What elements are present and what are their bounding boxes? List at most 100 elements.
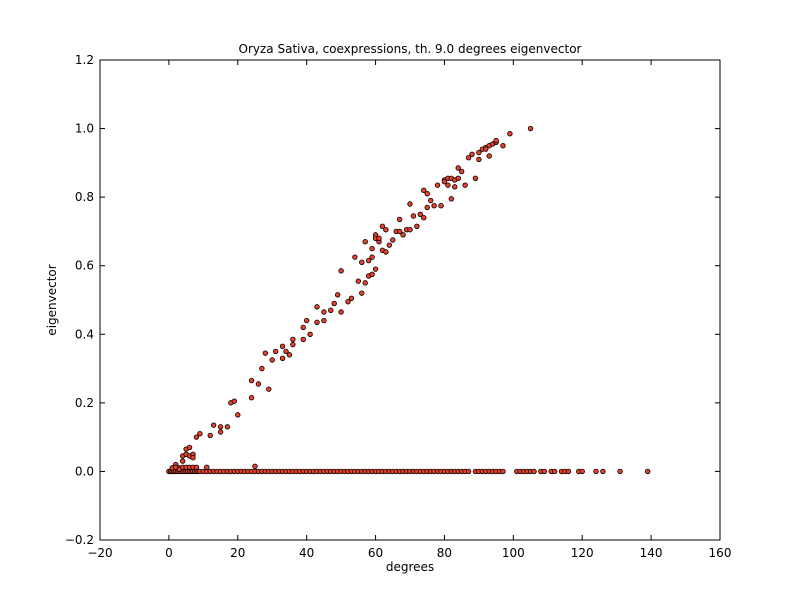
data-point — [448, 196, 455, 202]
x-tick-label: 60 — [368, 546, 383, 560]
data-point — [314, 304, 320, 310]
data-point — [186, 444, 193, 451]
x-axis-label: degrees — [386, 560, 434, 574]
data-point — [348, 295, 355, 301]
data-point — [424, 204, 430, 211]
data-point — [458, 168, 465, 175]
data-point — [231, 398, 238, 404]
data-point — [376, 235, 382, 241]
data-point — [210, 422, 217, 428]
data-point — [321, 309, 327, 315]
data-point — [410, 213, 417, 219]
data-point — [248, 395, 255, 401]
data-point — [455, 165, 461, 171]
data-point — [476, 156, 482, 163]
data-point — [300, 324, 306, 331]
data-point — [417, 211, 424, 217]
data-point — [193, 434, 200, 440]
x-tick-label: 160 — [709, 546, 732, 560]
data-point — [314, 319, 320, 325]
chart-title: Oryza Sativa, coexpressions, th. 9.0 deg… — [239, 42, 582, 56]
data-point — [414, 223, 420, 229]
data-point — [407, 201, 413, 207]
data-point — [486, 153, 492, 159]
data-point — [455, 175, 461, 181]
data-point — [483, 146, 489, 152]
data-point — [197, 431, 203, 437]
data-point — [383, 249, 389, 255]
data-point — [593, 468, 599, 475]
data-point — [531, 468, 537, 475]
data-point — [465, 155, 472, 161]
data-point — [369, 271, 375, 277]
data-point — [431, 203, 437, 209]
data-point — [255, 381, 262, 387]
data-point — [362, 239, 368, 245]
data-point — [303, 317, 310, 324]
data-point — [365, 257, 372, 264]
data-point — [424, 191, 430, 197]
x-tick-label: 40 — [299, 546, 314, 560]
data-point — [462, 182, 468, 188]
data-point — [217, 424, 224, 430]
data-point — [372, 266, 379, 272]
data-point — [469, 151, 475, 157]
data-point — [252, 463, 258, 469]
data-point — [235, 412, 241, 418]
data-point — [396, 228, 403, 235]
data-point — [266, 386, 272, 392]
data-point — [217, 429, 224, 435]
data-point — [379, 223, 386, 229]
data-point — [300, 336, 306, 343]
y-tick-label: 0.8 — [75, 190, 94, 204]
y-tick-label: 1.0 — [75, 122, 94, 136]
data-point — [193, 464, 200, 471]
data-point — [290, 341, 296, 348]
data-point — [272, 348, 279, 355]
data-point — [338, 268, 344, 274]
data-point — [369, 254, 375, 260]
data-point — [383, 227, 389, 233]
plot-area — [99, 59, 721, 541]
data-point — [262, 350, 269, 356]
x-tick-label: 140 — [640, 546, 663, 560]
data-point — [286, 352, 293, 358]
y-tick-label: 0.4 — [75, 327, 94, 341]
data-point — [565, 468, 572, 475]
data-point — [279, 355, 286, 361]
data-point — [465, 468, 472, 475]
data-point — [507, 131, 513, 137]
data-point — [427, 197, 434, 204]
data-point — [500, 143, 506, 149]
data-point — [345, 299, 351, 305]
data-point — [207, 432, 213, 439]
x-tick-label: 100 — [502, 546, 525, 560]
data-points — [166, 125, 651, 475]
data-point — [328, 307, 334, 313]
data-point — [407, 227, 413, 233]
data-point — [269, 357, 275, 363]
data-point — [290, 336, 296, 343]
data-point — [307, 331, 313, 337]
data-point — [600, 468, 606, 475]
y-axis-label: eigenvector — [45, 264, 59, 335]
data-point — [493, 137, 499, 144]
data-point — [362, 280, 368, 286]
data-point — [390, 237, 396, 243]
data-point — [190, 455, 196, 461]
x-tick-label: 20 — [230, 546, 245, 560]
x-tick-label: 80 — [437, 546, 452, 560]
data-point — [334, 292, 341, 298]
data-point — [527, 125, 534, 132]
data-point — [359, 290, 365, 296]
data-point — [204, 464, 210, 471]
y-tick-label: −0.2 — [65, 533, 94, 547]
data-point — [352, 254, 358, 260]
data-point — [421, 215, 427, 221]
data-point — [248, 377, 255, 384]
data-point — [434, 182, 441, 188]
y-tick-label: 1.2 — [75, 53, 94, 67]
data-point — [279, 343, 286, 349]
data-point — [579, 468, 585, 475]
